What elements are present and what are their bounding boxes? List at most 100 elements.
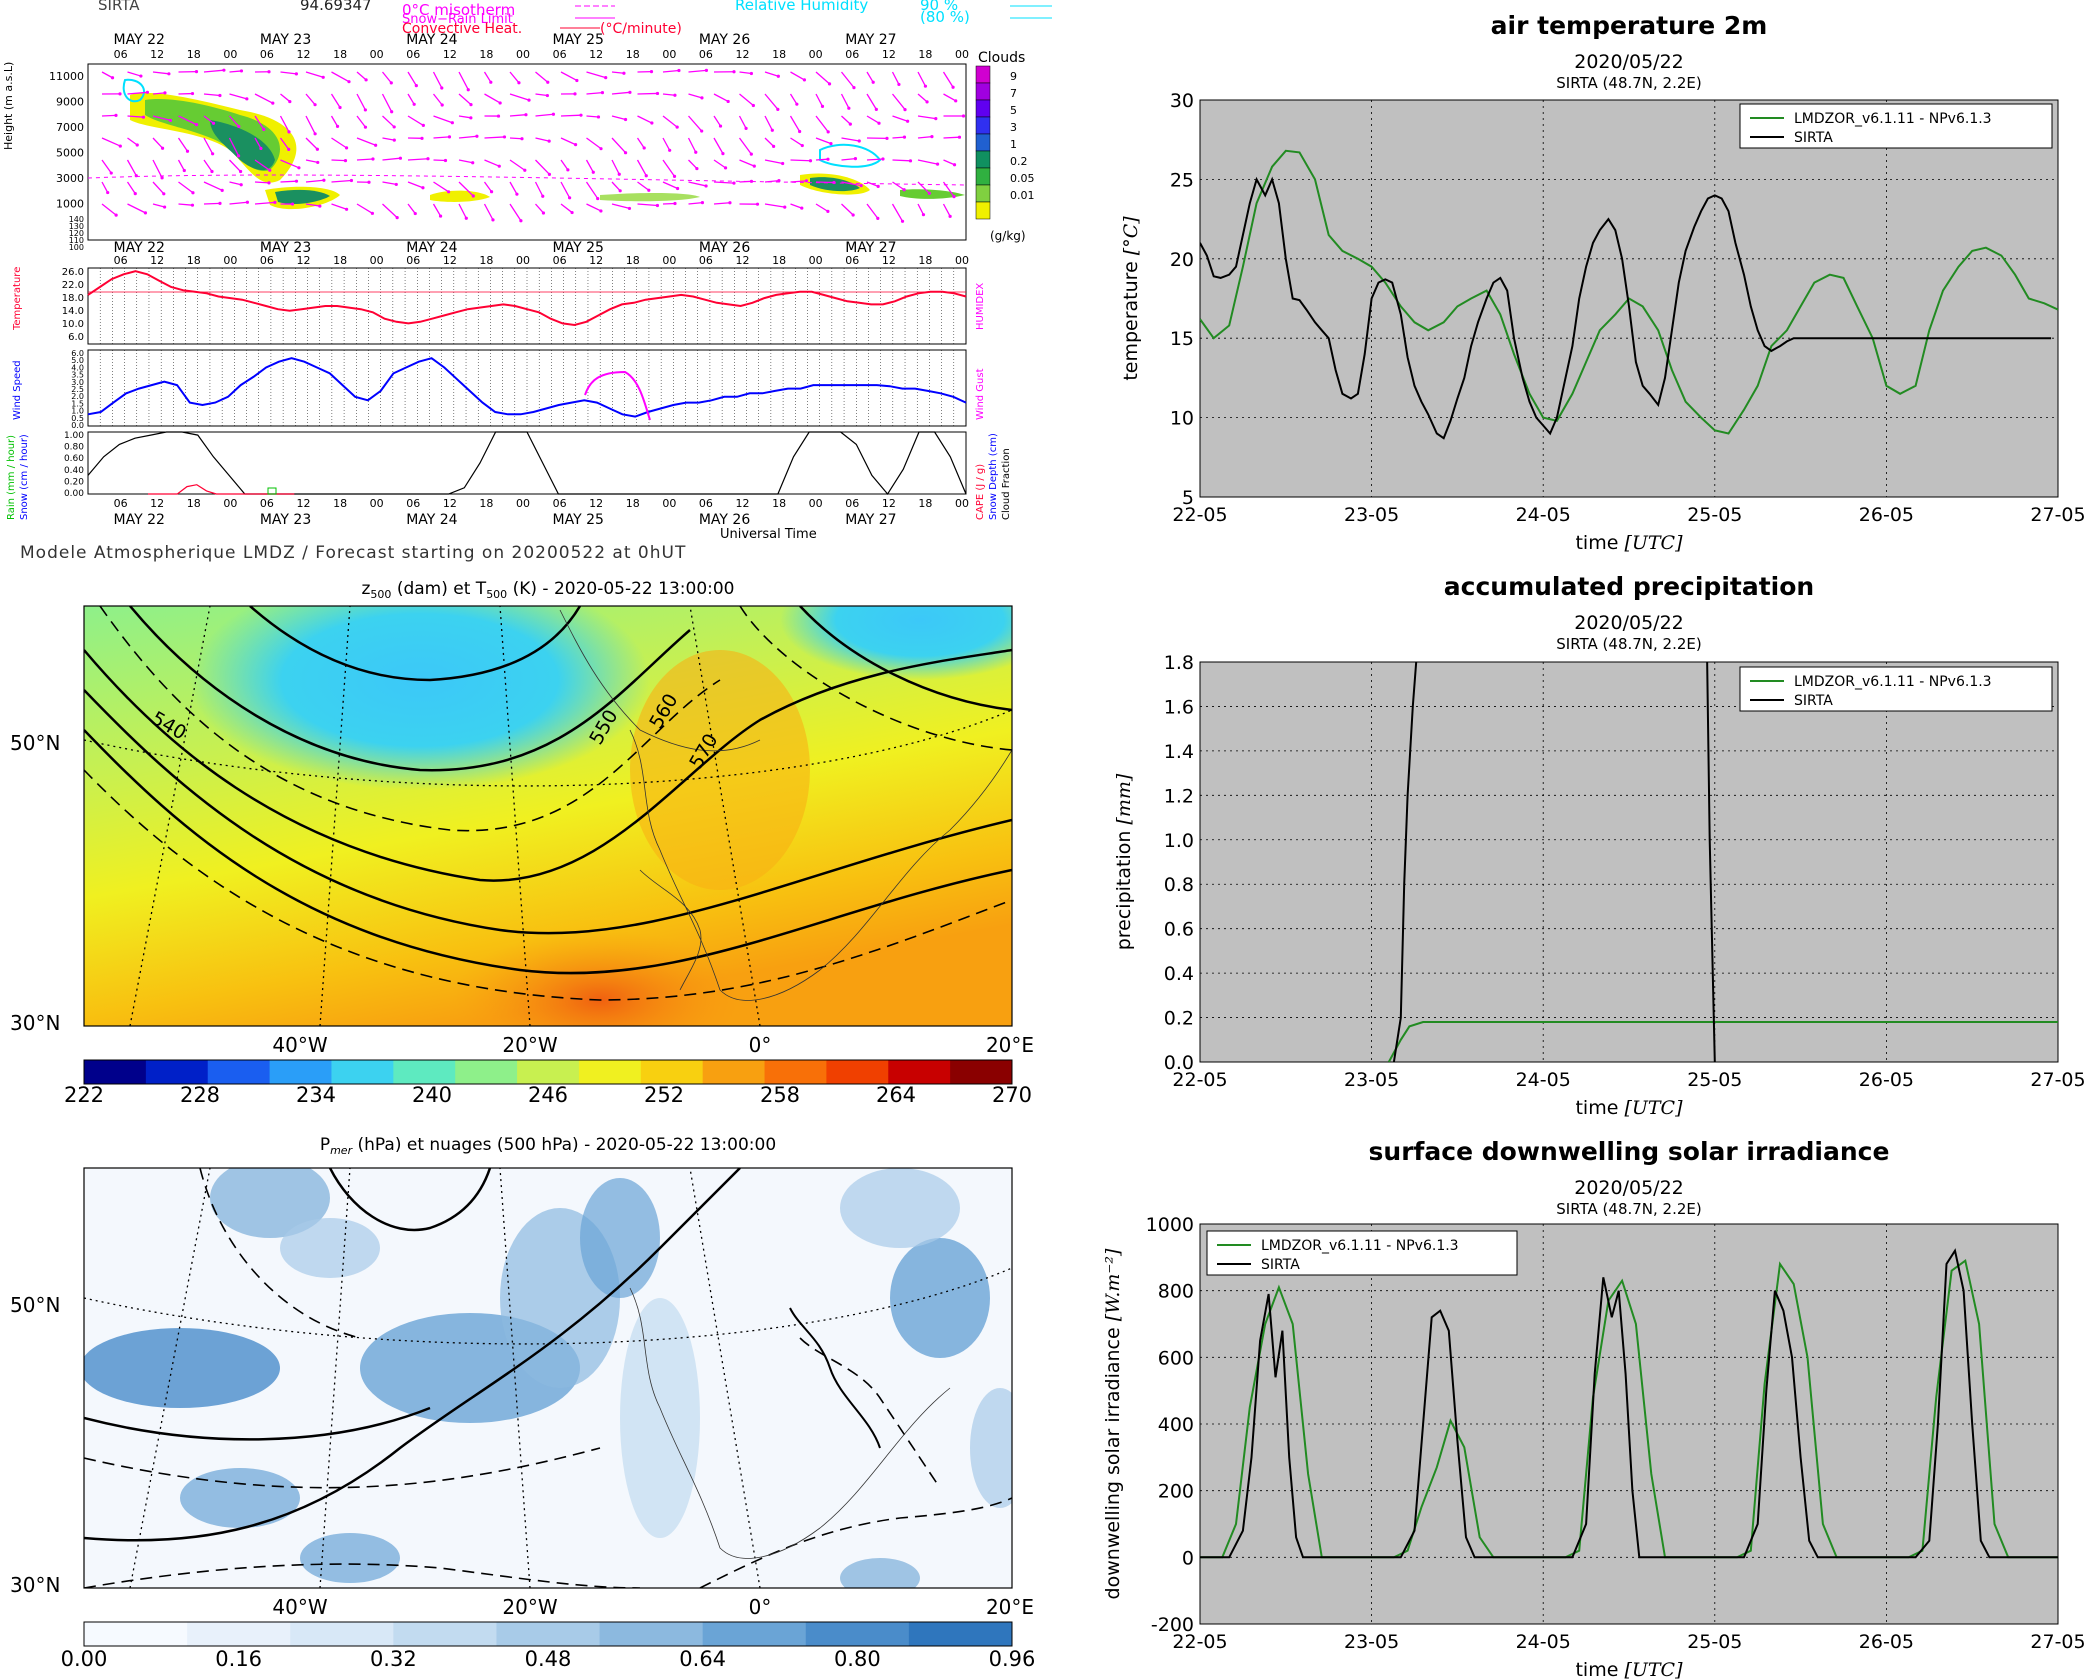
wind-arrow-head — [313, 132, 317, 136]
hour-label: 18 — [918, 254, 932, 267]
wind-arrow-head — [447, 135, 452, 139]
wind-arrow-head — [469, 116, 473, 120]
hour-label: 00 — [370, 254, 384, 267]
wind-arrow — [815, 158, 829, 161]
wind-arrow — [688, 181, 707, 187]
wind-arrow — [866, 115, 880, 124]
wind-arrow — [229, 159, 242, 172]
wind-arrow — [917, 181, 930, 194]
temperature-line — [87, 270, 967, 327]
hour-label: 00 — [516, 48, 530, 61]
wind-arrow — [789, 115, 801, 132]
clouds-colorbar-cell — [975, 201, 991, 220]
wind-arrow-head — [952, 195, 956, 199]
wind-arrow-head — [349, 178, 354, 183]
wind-arrow-head — [502, 135, 507, 139]
hour-label: 06 — [553, 48, 567, 61]
wind-arrow-head — [596, 115, 601, 119]
wind-arrow — [458, 93, 472, 106]
wind-arrow-head — [677, 68, 681, 73]
colorbar-tick: 0.00 — [61, 1647, 108, 1671]
wind-arrow-head — [443, 158, 448, 163]
wind-arrow — [203, 115, 214, 124]
colorbar-cell — [640, 1060, 704, 1084]
wind-arrow — [841, 157, 856, 161]
wind-arrow — [636, 159, 647, 177]
y-axis-label: downwelling solar irradiance [W.m⁻²] — [1102, 1248, 1124, 1600]
wind-arrow-head — [426, 157, 430, 161]
wind-arrow-head — [268, 168, 272, 172]
hour-label: 12 — [297, 48, 311, 61]
wind-arrow-head — [752, 164, 756, 168]
wind-arrow-head — [927, 191, 931, 195]
height-tick: 9000 — [56, 96, 84, 109]
wind-arrow — [305, 93, 316, 106]
wind-arrow-head — [168, 118, 173, 122]
wind-arrow — [637, 203, 658, 207]
wind-arrow-head — [421, 186, 425, 190]
x-tick-label: 23-05 — [1344, 504, 1399, 526]
wind-arrow-head — [489, 80, 493, 84]
wind-arrow-head — [647, 188, 651, 192]
wind-arrow — [381, 93, 393, 113]
colorbar-tick: 0.96 — [989, 1647, 1036, 1671]
wind-arrow-head — [579, 113, 583, 117]
x-tick-label: 27-05 — [2030, 1631, 2085, 1653]
wind-arrow — [790, 180, 807, 183]
pressure-map-panel: Pmer (hPa) et nuages (500 hPa) - 2020-05… — [0, 1128, 1060, 1680]
hour-label: 12 — [736, 497, 750, 510]
meteogram-footer: Modele Atmospherique LMDZ / Forecast sta… — [20, 543, 686, 563]
wind-arrow — [815, 203, 829, 212]
wind-gust-line — [584, 370, 651, 421]
wind-arrow — [177, 159, 185, 171]
series-group — [1387, 662, 2058, 1062]
wind-arrow — [203, 159, 213, 172]
wind-arrow — [101, 203, 117, 216]
colorbar-cell — [207, 1060, 271, 1084]
wind-arrow — [458, 115, 471, 119]
wind-arrow-head — [857, 139, 861, 143]
legend-box — [1206, 1230, 1518, 1276]
wind-arrow-head — [591, 170, 595, 174]
wind-tick: 0.5 — [71, 414, 84, 423]
hour-label: 06 — [114, 48, 128, 61]
wind-tick: 6.0 — [71, 349, 84, 358]
hour-label: 00 — [516, 254, 530, 267]
wind-arrow — [688, 159, 698, 170]
colorbar-tick: 246 — [528, 1083, 568, 1107]
wind-arrow-head — [776, 107, 780, 111]
hour-label: 00 — [370, 48, 384, 61]
wind-arrow-head — [573, 92, 577, 96]
temperature-ticks: 26.0 22.0 18.0 14.0 10.0 6.0 — [62, 267, 966, 343]
wind-arrow — [764, 137, 775, 147]
wind-arrow-head — [392, 138, 396, 142]
wind-arrow-head — [344, 146, 349, 150]
wind-arrow — [407, 115, 424, 126]
temperature-tick: 26.0 — [62, 267, 84, 278]
wind-arrow — [917, 115, 936, 120]
series-line — [1200, 1248, 2058, 1559]
wind-arrow — [484, 159, 500, 167]
wind-arrow-head — [394, 182, 398, 187]
wind-arrow-head — [728, 201, 732, 205]
wind-arrow-head — [135, 143, 139, 147]
x-axis-label: time [UTC] — [1575, 532, 1683, 554]
snow-rain-legend: Snow−Rain Limit — [402, 12, 513, 27]
wind-arrow — [305, 179, 324, 183]
wind-arrow — [636, 137, 645, 149]
lon-label-40w: 40°W — [272, 1033, 327, 1057]
wind-arrow-head — [162, 192, 166, 196]
height-tick: 3000 — [56, 172, 84, 185]
wind-arrow — [790, 159, 811, 162]
wind-arrow — [535, 113, 554, 117]
colorbar-tick: 222 — [64, 1083, 104, 1107]
wind-arrow — [229, 93, 248, 100]
cloud-yellow-3 — [430, 190, 490, 202]
wind-arrow — [790, 137, 803, 147]
colorbar-tick: 228 — [180, 1083, 220, 1107]
wind-arrow-head — [604, 76, 608, 80]
wind-arrow — [713, 202, 731, 205]
height-axis-label: Height (m a.s.L) — [2, 62, 15, 150]
wind-arrow-head — [800, 143, 804, 148]
day-label: MAY 24 — [406, 32, 457, 48]
